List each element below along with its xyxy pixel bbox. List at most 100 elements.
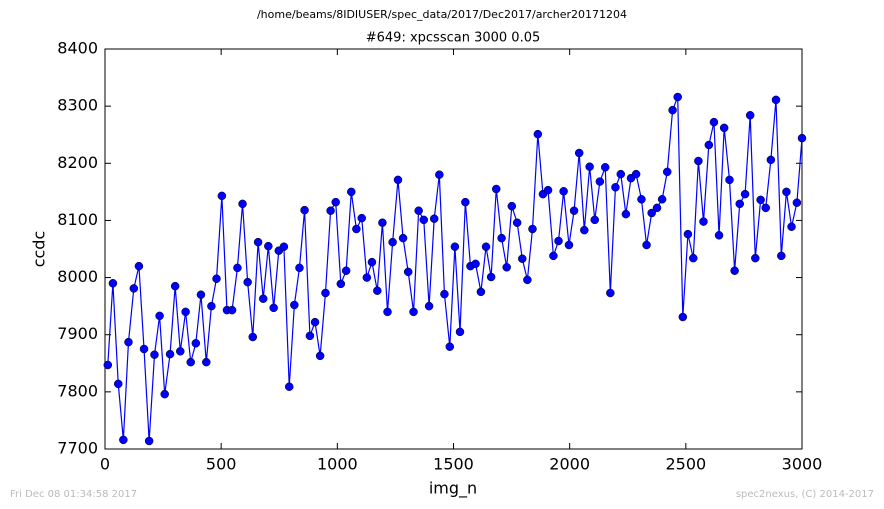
data-point bbox=[549, 251, 558, 261]
data-point bbox=[595, 177, 605, 186]
y-tick-label: 7900 bbox=[57, 324, 98, 343]
data-point bbox=[725, 175, 734, 185]
data-point bbox=[631, 169, 641, 179]
data-point bbox=[217, 191, 227, 201]
data-point bbox=[611, 183, 620, 192]
data-point bbox=[533, 129, 543, 139]
data-point bbox=[398, 233, 408, 243]
data-point bbox=[341, 266, 351, 275]
data-point bbox=[347, 187, 356, 197]
y-axis-label: ccdc bbox=[30, 231, 49, 268]
data-point bbox=[481, 242, 491, 251]
x-tick-label: 1500 bbox=[433, 455, 474, 474]
data-point bbox=[279, 242, 289, 251]
y-tick-label: 8200 bbox=[57, 153, 98, 172]
data-point bbox=[497, 233, 506, 243]
x-tick-label: 500 bbox=[206, 455, 237, 474]
data-point bbox=[600, 163, 610, 172]
data-point bbox=[207, 301, 216, 311]
data-point bbox=[378, 218, 387, 227]
data-point bbox=[373, 286, 382, 295]
data-point bbox=[507, 201, 517, 211]
y-tick-label: 8000 bbox=[57, 267, 98, 286]
data-point bbox=[652, 203, 662, 213]
x-tick-label: 1000 bbox=[317, 455, 358, 474]
data-point bbox=[134, 261, 144, 271]
data-point bbox=[352, 224, 361, 234]
data-point bbox=[243, 277, 252, 287]
data-point bbox=[574, 148, 584, 158]
data-point bbox=[238, 199, 247, 209]
data-point bbox=[782, 187, 791, 197]
data-point bbox=[756, 195, 765, 205]
data-point bbox=[461, 197, 470, 207]
data-point bbox=[269, 303, 278, 313]
data-point bbox=[321, 288, 330, 298]
data-point bbox=[797, 133, 807, 143]
data-line bbox=[107, 96, 803, 442]
data-point bbox=[295, 263, 304, 273]
data-point bbox=[704, 140, 714, 150]
data-point bbox=[657, 195, 667, 204]
data-point bbox=[186, 357, 195, 367]
data-point bbox=[590, 215, 600, 225]
data-point bbox=[683, 229, 693, 239]
data-point bbox=[336, 279, 346, 289]
y-tick-label: 7700 bbox=[57, 439, 98, 458]
data-point bbox=[580, 225, 589, 235]
y-tick-label: 8100 bbox=[57, 210, 98, 229]
data-point bbox=[730, 266, 739, 275]
data-point bbox=[165, 349, 175, 359]
data-point bbox=[528, 224, 537, 234]
data-point bbox=[227, 305, 237, 315]
data-point bbox=[414, 206, 423, 215]
footer-left: Fri Dec 08 01:34:58 2017 bbox=[10, 489, 137, 500]
x-tick-label: 2000 bbox=[549, 455, 590, 474]
data-point bbox=[719, 123, 729, 133]
data-point bbox=[248, 332, 258, 342]
data-point bbox=[455, 327, 465, 337]
data-point bbox=[388, 237, 397, 247]
data-point bbox=[315, 351, 325, 361]
data-point bbox=[284, 382, 294, 391]
data-point bbox=[569, 206, 579, 215]
data-point bbox=[559, 187, 568, 196]
data-point bbox=[621, 209, 631, 219]
x-tick-label: 3000 bbox=[782, 455, 823, 474]
data-point bbox=[689, 253, 698, 263]
data-point bbox=[792, 198, 802, 207]
y-tick-label: 8400 bbox=[57, 39, 98, 58]
data-point bbox=[637, 195, 646, 204]
data-point bbox=[523, 275, 532, 285]
data-point bbox=[429, 214, 439, 223]
data-point bbox=[367, 257, 377, 267]
data-point bbox=[393, 175, 403, 185]
data-point bbox=[212, 274, 221, 283]
data-point bbox=[419, 215, 429, 225]
data-point bbox=[440, 289, 449, 299]
data-point bbox=[290, 300, 299, 310]
x-tick-label: 2500 bbox=[665, 455, 706, 474]
header: /home/beams/8IDIUSER/spec_data/2017/Dec2… bbox=[257, 8, 627, 21]
data-point bbox=[642, 240, 651, 250]
data-point bbox=[766, 155, 776, 165]
data-point bbox=[668, 105, 677, 115]
data-point bbox=[176, 347, 185, 356]
data-point bbox=[310, 317, 320, 327]
x-tick-label: 0 bbox=[100, 455, 110, 474]
y-tick-label: 7800 bbox=[57, 381, 98, 400]
data-point bbox=[233, 263, 242, 273]
data-point bbox=[543, 185, 553, 195]
data-point bbox=[129, 284, 139, 293]
data-point bbox=[108, 279, 118, 288]
data-point bbox=[709, 117, 719, 127]
data-point bbox=[714, 231, 724, 240]
data-point bbox=[409, 307, 418, 317]
data-point bbox=[673, 92, 682, 102]
data-point bbox=[362, 273, 372, 282]
data-point bbox=[740, 189, 750, 199]
data-point bbox=[735, 199, 744, 209]
data-point bbox=[305, 331, 315, 341]
data-point bbox=[662, 167, 672, 177]
